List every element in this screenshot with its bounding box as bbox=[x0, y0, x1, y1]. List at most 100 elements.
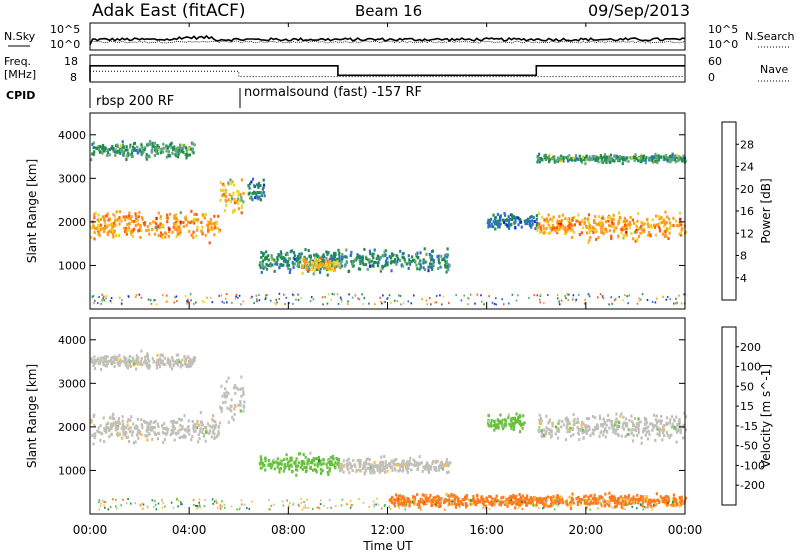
echo-point bbox=[165, 300, 168, 303]
echo-point bbox=[188, 360, 191, 363]
echo-point bbox=[362, 303, 365, 306]
echo-point bbox=[569, 426, 572, 430]
echo-point bbox=[112, 228, 115, 232]
echo-point bbox=[242, 405, 246, 409]
echo-point bbox=[220, 188, 223, 192]
echo-point bbox=[112, 221, 115, 225]
echo-point bbox=[385, 464, 388, 468]
echo-point bbox=[447, 503, 450, 506]
echo-point bbox=[643, 505, 646, 508]
echo-point bbox=[92, 146, 95, 150]
echo-point bbox=[501, 500, 504, 504]
echo-point bbox=[408, 502, 411, 506]
echo-point bbox=[105, 294, 108, 297]
echo-point bbox=[612, 213, 615, 217]
echo-point bbox=[674, 158, 677, 162]
echo-point bbox=[640, 157, 643, 161]
echo-point bbox=[348, 471, 351, 475]
echo-point bbox=[289, 456, 292, 460]
echo-point bbox=[215, 222, 218, 225]
echo-point bbox=[539, 227, 542, 231]
echo-point bbox=[346, 467, 350, 471]
colorbar-tick-label: -15 bbox=[740, 420, 758, 433]
echo-point bbox=[487, 420, 490, 423]
echo-point bbox=[187, 298, 189, 301]
echo-point bbox=[117, 218, 120, 222]
echo-point bbox=[361, 467, 364, 471]
echo-point bbox=[284, 465, 287, 469]
echo-point bbox=[458, 503, 461, 507]
echo-point bbox=[110, 424, 114, 428]
echo-point bbox=[571, 428, 574, 431]
echo-point bbox=[628, 294, 631, 297]
echo-point bbox=[126, 423, 129, 427]
echo-point bbox=[513, 500, 516, 504]
echo-point bbox=[212, 414, 215, 418]
echo-point bbox=[191, 142, 194, 146]
echo-point bbox=[434, 301, 436, 304]
echo-point bbox=[243, 503, 246, 506]
echo-point bbox=[280, 459, 283, 463]
echo-point bbox=[618, 216, 621, 219]
echo-point bbox=[174, 220, 178, 224]
echo-point bbox=[476, 497, 479, 501]
echo-point bbox=[242, 409, 245, 413]
echo-point bbox=[416, 503, 419, 507]
echo-point bbox=[130, 360, 133, 364]
echo-point bbox=[625, 498, 628, 501]
echo-point bbox=[179, 211, 182, 215]
echo-point bbox=[139, 224, 142, 228]
echo-point bbox=[540, 431, 544, 435]
echo-point bbox=[578, 154, 581, 158]
echo-point bbox=[330, 298, 332, 301]
echo-point bbox=[446, 253, 449, 257]
echo-point bbox=[663, 497, 666, 501]
echo-point bbox=[323, 255, 326, 259]
echo-point bbox=[178, 225, 181, 229]
echo-point bbox=[303, 506, 305, 509]
echo-point bbox=[439, 294, 441, 297]
echo-point bbox=[213, 500, 216, 503]
echo-point bbox=[520, 225, 523, 229]
echo-point bbox=[236, 201, 240, 205]
echo-point bbox=[311, 263, 314, 267]
echo-point bbox=[564, 231, 567, 235]
echo-point bbox=[495, 303, 498, 306]
echo-point bbox=[509, 495, 512, 498]
echo-point bbox=[628, 226, 631, 230]
echo-point bbox=[647, 233, 650, 237]
echo-point bbox=[503, 221, 506, 224]
echo-point bbox=[508, 422, 511, 426]
echo-point bbox=[157, 234, 160, 237]
echo-point bbox=[198, 430, 202, 434]
echo-point bbox=[106, 426, 109, 430]
echo-point bbox=[230, 182, 233, 186]
echo-point bbox=[193, 302, 195, 305]
echo-point bbox=[142, 221, 145, 225]
echo-point bbox=[125, 145, 128, 149]
echo-point bbox=[174, 420, 177, 424]
echo-point bbox=[163, 438, 167, 442]
y-tick-label: 1000 bbox=[58, 464, 86, 477]
echo-point bbox=[378, 470, 381, 474]
echo-point bbox=[680, 302, 683, 305]
echo-point bbox=[507, 416, 510, 420]
echo-point bbox=[614, 432, 617, 435]
echo-point bbox=[161, 354, 164, 358]
echo-point bbox=[634, 497, 637, 501]
echo-point bbox=[280, 252, 283, 256]
echo-point bbox=[123, 355, 126, 359]
echo-point bbox=[266, 294, 269, 297]
echo-point bbox=[323, 261, 326, 265]
echo-point bbox=[98, 501, 100, 504]
echo-point bbox=[374, 464, 377, 468]
echo-point bbox=[393, 458, 397, 462]
echo-point bbox=[575, 157, 579, 161]
echo-point bbox=[510, 426, 513, 430]
echo-point bbox=[308, 254, 311, 258]
echo-point bbox=[463, 495, 466, 499]
echo-point bbox=[423, 268, 427, 272]
echo-point bbox=[106, 360, 109, 364]
echo-point bbox=[671, 505, 673, 508]
echo-point bbox=[326, 470, 329, 474]
